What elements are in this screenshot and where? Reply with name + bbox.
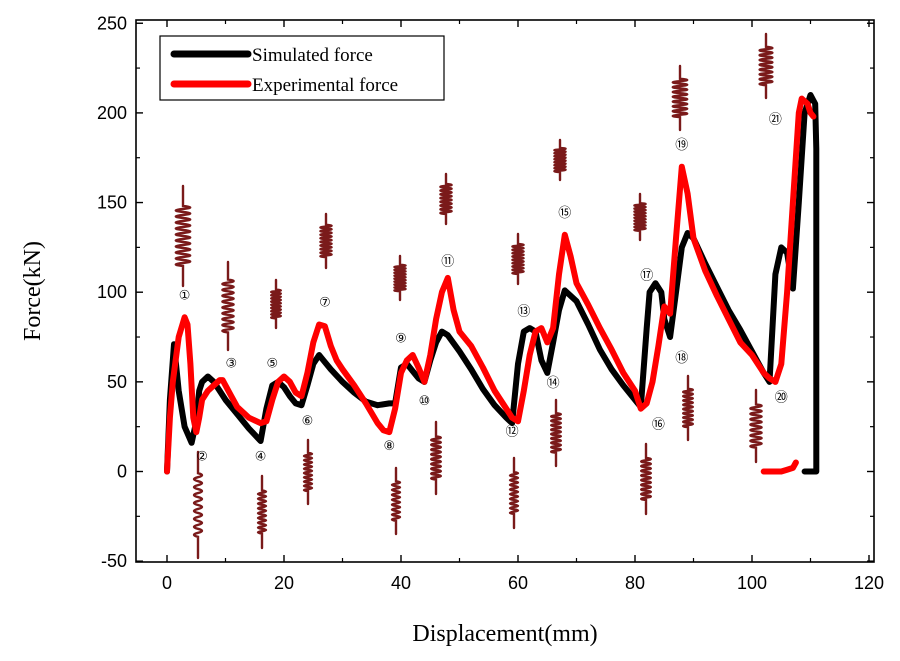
spring-coil-icon — [256, 474, 268, 550]
x-tick-label: 60 — [508, 573, 528, 593]
y-axis-title: Force(kN) — [20, 241, 46, 341]
annotation-label: ⑫ — [506, 425, 519, 440]
annotation-label: ⑳ — [775, 391, 788, 406]
annotation-label: ⑱ — [675, 351, 688, 366]
spring-coil-icon — [550, 398, 562, 468]
spring-coil-icon — [221, 260, 235, 352]
annotation-label: ⑲ — [675, 138, 688, 153]
spring-coil-icon — [319, 212, 333, 270]
annotation-label: ② — [196, 450, 208, 465]
spring-coil-icon — [508, 456, 520, 530]
annotation-label: ⑬ — [517, 305, 530, 320]
axis-tick-labels: 0 20 40 60 80 100 120 -50 0 50 100 150 200 250 — [97, 13, 884, 593]
spring-illustrations — [174, 32, 774, 560]
annotation-label: ⑮ — [558, 206, 571, 221]
spring-coil-icon — [749, 388, 763, 464]
y-tick-label: 150 — [97, 193, 127, 213]
annotation-label: ④ — [255, 450, 267, 465]
spring-coil-icon — [511, 232, 525, 286]
series-lines — [164, 92, 820, 475]
spring-coil-icon — [640, 442, 652, 516]
annotation-label: ⑯ — [652, 417, 665, 432]
spring-coil-icon — [430, 420, 442, 496]
y-tick-label: 250 — [97, 13, 127, 33]
legend: Simulated force Experimental force — [159, 35, 445, 101]
spring-coil-icon — [758, 32, 774, 100]
y-tick-label: 200 — [97, 103, 127, 123]
spring-coil-icon — [671, 64, 689, 132]
y-tick-label: 0 — [117, 462, 127, 482]
spring-coil-icon — [270, 278, 282, 330]
series-line-0 — [164, 92, 820, 475]
annotation-label: ⑰ — [640, 269, 653, 284]
point-annotations: ① ② ③ ④ ⑤ ⑥ ⑦ ⑧ ⑨ ⑩ ⑪ ⑫ ⑬ ⑭ ⑮ ⑯ ⑰ ⑱ ⑲ ⑳ ㉑ — [179, 113, 788, 465]
annotation-label: ⑧ — [383, 439, 395, 454]
x-axis-title: Displacement(mm) — [412, 621, 597, 647]
annotation-label: ⑭ — [547, 376, 560, 391]
spring-coil-icon — [390, 466, 402, 536]
x-tick-label: 0 — [162, 573, 172, 593]
x-tick-label: 40 — [391, 573, 411, 593]
x-tick-label: 120 — [854, 573, 884, 593]
plot-frame — [135, 19, 875, 563]
spring-coil-icon — [633, 192, 647, 242]
spring-coil-icon — [553, 138, 567, 182]
y-tick-label: -50 — [101, 551, 127, 571]
annotation-label: ㉑ — [769, 113, 782, 128]
spring-coil-icon — [192, 450, 204, 560]
annotation-label: ⑨ — [395, 331, 407, 346]
annotation-label: ① — [179, 288, 191, 303]
axis-ticks — [136, 20, 874, 562]
annotation-label: ⑤ — [266, 357, 278, 372]
spring-coil-icon — [439, 172, 453, 226]
spring-coil-icon — [174, 184, 192, 288]
series-line-2 — [760, 459, 799, 475]
x-tick-label: 20 — [274, 573, 294, 593]
x-tick-label: 80 — [625, 573, 645, 593]
spring-coil-icon — [302, 438, 314, 506]
annotation-label: ⑥ — [302, 414, 314, 429]
y-tick-label: 100 — [97, 282, 127, 302]
series-line-1 — [164, 95, 817, 475]
x-tick-label: 100 — [737, 573, 767, 593]
annotation-label: ③ — [226, 357, 238, 372]
legend-label-experimental: Experimental force — [252, 75, 398, 96]
annotation-label: ⑩ — [419, 394, 431, 409]
annotation-label: ⑦ — [319, 296, 331, 311]
spring-coil-icon — [682, 374, 694, 442]
y-tick-label: 50 — [107, 372, 127, 392]
legend-box — [159, 35, 445, 101]
spring-coil-icon — [393, 254, 407, 302]
legend-label-simulated: Simulated force — [252, 45, 373, 66]
annotation-label: ⑪ — [441, 254, 454, 269]
